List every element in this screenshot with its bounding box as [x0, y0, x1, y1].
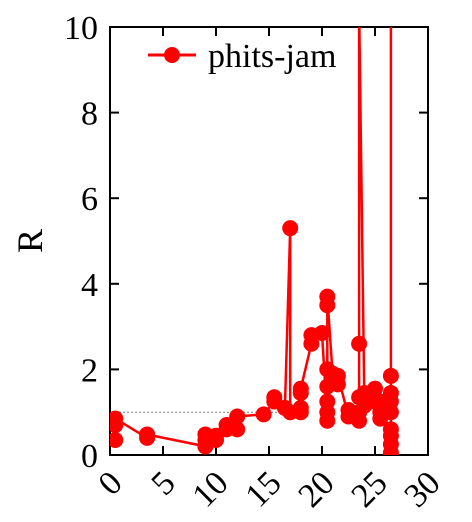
x-tick-label: 20 — [291, 464, 341, 514]
y-tick-label: 2 — [81, 352, 98, 389]
x-tick-label: 5 — [144, 464, 182, 502]
y-tick-label: 8 — [81, 96, 98, 133]
x-tick-label: 0 — [91, 464, 129, 502]
data-point — [382, 367, 399, 384]
data-point — [351, 335, 368, 352]
data-point — [319, 393, 336, 410]
legend-entry: phits-jam — [208, 38, 336, 75]
data-point — [229, 421, 246, 438]
data-point — [382, 421, 399, 438]
data-point — [382, 384, 399, 401]
x-tick-label: 25 — [344, 464, 394, 514]
y-tick-label: 10 — [64, 10, 98, 47]
y-tick-label: 6 — [81, 181, 98, 218]
data-point — [319, 288, 336, 305]
data-point — [367, 380, 383, 397]
data-point — [266, 389, 283, 406]
data-point — [383, 0, 399, 14]
legend-marker — [164, 47, 180, 63]
data-point — [314, 325, 330, 342]
data-point — [351, 0, 367, 14]
data-point — [329, 367, 346, 384]
legend: phits-jam — [148, 38, 336, 75]
y-tick-label: 0 — [81, 438, 98, 475]
x-tick-label: 15 — [238, 464, 288, 514]
data-point — [255, 406, 272, 423]
data-point — [282, 220, 299, 237]
data-point — [110, 410, 124, 427]
data-point — [229, 408, 246, 425]
data-point — [110, 432, 124, 449]
data-point — [139, 426, 156, 443]
series-layer — [110, 0, 399, 455]
y-axis-label: R — [10, 229, 50, 253]
y-tick-label: 4 — [81, 267, 98, 304]
x-tick-label: 10 — [185, 464, 235, 514]
data-point — [292, 380, 309, 397]
data-point — [292, 399, 309, 416]
x-tick-label: 30 — [397, 464, 447, 514]
